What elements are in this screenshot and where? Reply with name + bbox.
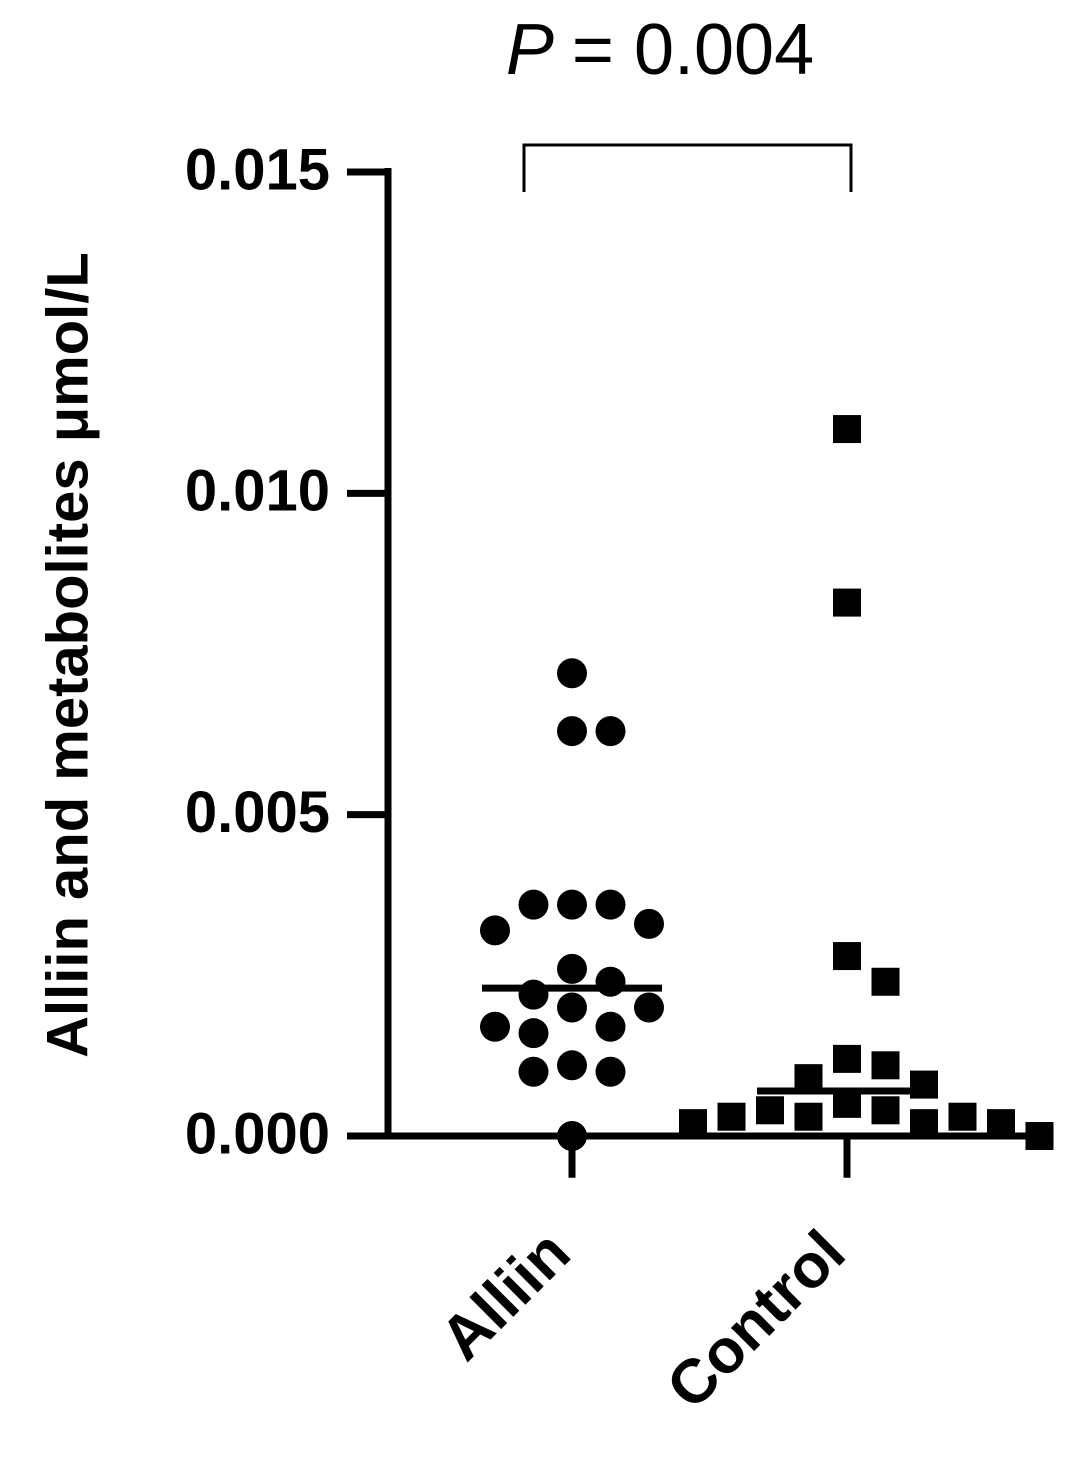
p-annotation: P = 0.004 (506, 10, 814, 90)
data-point (557, 658, 587, 689)
data-point (595, 1011, 626, 1042)
x-tick-label: Control (654, 1218, 859, 1423)
p-value: = 0.004 (572, 10, 814, 90)
data-point (595, 1056, 626, 1087)
data-point (871, 967, 900, 996)
data-point (756, 1096, 784, 1125)
data-point (910, 1070, 938, 1099)
data-point (634, 992, 664, 1023)
y-axis-title: Alliin and metabolites μmol/L (35, 252, 100, 1058)
data-point (595, 716, 626, 747)
data-point (679, 1109, 707, 1138)
data-point (557, 1050, 587, 1081)
y-tick-label: 0.000 (185, 1101, 330, 1166)
y-tick-label: 0.015 (185, 137, 330, 202)
y-tick-label: 0.010 (185, 459, 330, 524)
data-point (518, 1056, 549, 1087)
data-point (557, 992, 587, 1023)
data-point (833, 1089, 861, 1118)
data-point (794, 1064, 823, 1093)
data-point (871, 1051, 900, 1080)
data-point (987, 1109, 1015, 1138)
data-point (518, 979, 549, 1010)
y-tick-label: 0.005 (185, 780, 330, 845)
data-point (557, 716, 587, 747)
data-point (717, 1102, 746, 1131)
data-point (480, 915, 510, 946)
data-point (557, 953, 587, 984)
data-point (948, 1102, 977, 1131)
data-point (1025, 1122, 1054, 1150)
data-point (634, 908, 664, 939)
data-point (480, 1011, 510, 1042)
data-point (794, 1102, 823, 1131)
x-tick-label: Alliin (428, 1218, 584, 1374)
data-point (871, 1096, 900, 1125)
data-point (595, 889, 626, 920)
data-point (518, 889, 549, 920)
data-point (557, 889, 587, 920)
data-point (910, 1109, 938, 1138)
data-point (557, 1121, 587, 1151)
data-point (518, 1018, 549, 1049)
data-point (595, 966, 626, 997)
significance-bracket (522, 143, 853, 192)
data-point (833, 588, 861, 617)
data-point (833, 1044, 861, 1073)
data-point (833, 415, 861, 444)
p-symbol: P (506, 10, 554, 90)
data-point (833, 942, 861, 971)
